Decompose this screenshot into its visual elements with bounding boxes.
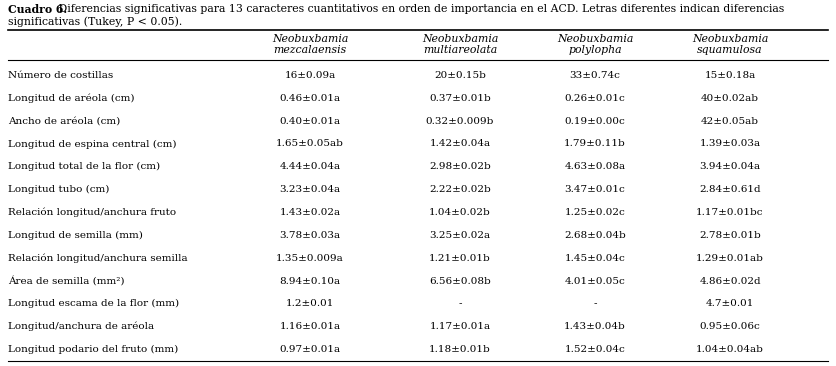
Text: 3.23±0.04a: 3.23±0.04a: [279, 185, 340, 194]
Text: 1.65±0.05ab: 1.65±0.05ab: [276, 139, 344, 149]
Text: 1.43±0.04b: 1.43±0.04b: [564, 322, 626, 331]
Text: 1.52±0.04c: 1.52±0.04c: [564, 345, 625, 354]
Text: 4.63±0.08a: 4.63±0.08a: [564, 162, 625, 171]
Text: 2.68±0.04b: 2.68±0.04b: [564, 231, 626, 240]
Text: 33±0.74c: 33±0.74c: [569, 71, 620, 80]
Text: 1.25±0.02c: 1.25±0.02c: [564, 208, 625, 217]
Text: Neobuxbamia: Neobuxbamia: [272, 34, 348, 44]
Text: -: -: [458, 299, 461, 309]
Text: 1.39±0.03a: 1.39±0.03a: [700, 139, 761, 149]
Text: 1.35±0.009a: 1.35±0.009a: [276, 254, 344, 263]
Text: 1.17±0.01bc: 1.17±0.01bc: [696, 208, 764, 217]
Text: polylopha: polylopha: [568, 45, 622, 55]
Text: 2.78±0.01b: 2.78±0.01b: [699, 231, 761, 240]
Text: 3.47±0.01c: 3.47±0.01c: [564, 185, 625, 194]
Text: 1.43±0.02a: 1.43±0.02a: [279, 208, 340, 217]
Text: Área de semilla (mm²): Área de semilla (mm²): [8, 276, 125, 286]
Text: 4.44±0.04a: 4.44±0.04a: [279, 162, 340, 171]
Text: 0.37±0.01b: 0.37±0.01b: [429, 94, 491, 103]
Text: Longitud/anchura de aréola: Longitud/anchura de aréola: [8, 322, 154, 332]
Text: 0.40±0.01a: 0.40±0.01a: [279, 117, 340, 126]
Text: 2.22±0.02b: 2.22±0.02b: [429, 185, 491, 194]
Text: squamulosa: squamulosa: [697, 45, 762, 55]
Text: 15±0.18a: 15±0.18a: [705, 71, 756, 80]
Text: 4.7±0.01: 4.7±0.01: [706, 299, 754, 309]
Text: 1.21±0.01b: 1.21±0.01b: [429, 254, 491, 263]
Text: Longitud de espina central (cm): Longitud de espina central (cm): [8, 139, 176, 149]
Text: 3.94±0.04a: 3.94±0.04a: [700, 162, 761, 171]
Text: Neobuxbamia: Neobuxbamia: [422, 34, 498, 44]
Text: 1.45±0.04c: 1.45±0.04c: [564, 254, 625, 263]
Text: 20±0.15b: 20±0.15b: [434, 71, 486, 80]
Text: 0.19±0.00c: 0.19±0.00c: [564, 117, 625, 126]
Text: Diferencias significativas para 13 caracteres cuantitativos en orden de importan: Diferencias significativas para 13 carac…: [55, 4, 784, 14]
Text: Longitud escama de la flor (mm): Longitud escama de la flor (mm): [8, 299, 179, 309]
Text: 16±0.09a: 16±0.09a: [284, 71, 335, 80]
Text: 1.18±0.01b: 1.18±0.01b: [429, 345, 491, 354]
Text: 1.04±0.02b: 1.04±0.02b: [429, 208, 491, 217]
Text: 1.2±0.01: 1.2±0.01: [286, 299, 334, 309]
Text: 3.78±0.03a: 3.78±0.03a: [279, 231, 340, 240]
Text: 3.25±0.02a: 3.25±0.02a: [430, 231, 491, 240]
Text: Ancho de aréola (cm): Ancho de aréola (cm): [8, 117, 120, 126]
Text: significativas (Tukey, P < 0.05).: significativas (Tukey, P < 0.05).: [8, 16, 182, 27]
Text: 8.94±0.10a: 8.94±0.10a: [279, 277, 340, 285]
Text: 0.46±0.01a: 0.46±0.01a: [279, 94, 340, 103]
Text: 40±0.02ab: 40±0.02ab: [701, 94, 759, 103]
Text: Número de costillas: Número de costillas: [8, 71, 113, 80]
Text: 1.16±0.01a: 1.16±0.01a: [279, 322, 340, 331]
Text: Relación longitud/anchura fruto: Relación longitud/anchura fruto: [8, 208, 176, 217]
Text: Neobuxbamia: Neobuxbamia: [692, 34, 768, 44]
Text: Relación longitud/anchura semilla: Relación longitud/anchura semilla: [8, 253, 187, 263]
Text: 1.17±0.01a: 1.17±0.01a: [430, 322, 491, 331]
Text: Neobuxbamia: Neobuxbamia: [557, 34, 633, 44]
Text: 42±0.05ab: 42±0.05ab: [701, 117, 759, 126]
Text: Longitud de aréola (cm): Longitud de aréola (cm): [8, 94, 135, 103]
Text: 0.26±0.01c: 0.26±0.01c: [564, 94, 625, 103]
Text: 2.98±0.02b: 2.98±0.02b: [429, 162, 491, 171]
Text: mezcalaensis: mezcalaensis: [273, 45, 347, 55]
Text: multiareolata: multiareolata: [423, 45, 497, 55]
Text: 0.95±0.06c: 0.95±0.06c: [700, 322, 761, 331]
Text: 1.42±0.04a: 1.42±0.04a: [430, 139, 491, 149]
Text: 4.86±0.02d: 4.86±0.02d: [699, 277, 761, 285]
Text: 1.29±0.01ab: 1.29±0.01ab: [696, 254, 764, 263]
Text: 1.79±0.11b: 1.79±0.11b: [564, 139, 626, 149]
Text: Longitud de semilla (mm): Longitud de semilla (mm): [8, 231, 143, 240]
Text: 0.32±0.009b: 0.32±0.009b: [426, 117, 494, 126]
Text: 6.56±0.08b: 6.56±0.08b: [429, 277, 491, 285]
Text: Longitud podario del fruto (mm): Longitud podario del fruto (mm): [8, 345, 178, 354]
Text: -: -: [594, 299, 597, 309]
Text: 4.01±0.05c: 4.01±0.05c: [564, 277, 625, 285]
Text: Cuadro 6.: Cuadro 6.: [8, 4, 67, 15]
Text: Longitud total de la flor (cm): Longitud total de la flor (cm): [8, 162, 161, 171]
Text: 0.97±0.01a: 0.97±0.01a: [279, 345, 340, 354]
Text: Longitud tubo (cm): Longitud tubo (cm): [8, 185, 110, 194]
Text: 2.84±0.61d: 2.84±0.61d: [699, 185, 761, 194]
Text: 1.04±0.04ab: 1.04±0.04ab: [696, 345, 764, 354]
